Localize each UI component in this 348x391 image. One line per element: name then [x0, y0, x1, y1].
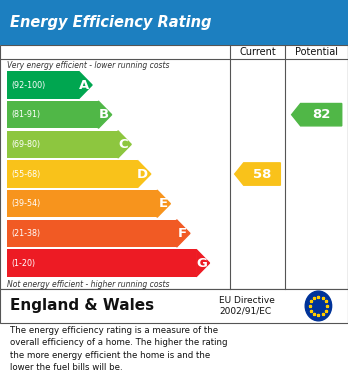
Text: A: A [79, 79, 89, 91]
Text: EU Directive
2002/91/EC: EU Directive 2002/91/EC [219, 296, 275, 316]
Polygon shape [196, 249, 209, 277]
Text: F: F [178, 227, 187, 240]
Text: (55-68): (55-68) [11, 170, 40, 179]
Text: C: C [119, 138, 128, 151]
Polygon shape [118, 131, 131, 158]
Text: D: D [137, 167, 148, 181]
Text: Not energy efficient - higher running costs: Not energy efficient - higher running co… [7, 280, 169, 289]
Text: The energy efficiency rating is a measure of the
overall efficiency of a home. T: The energy efficiency rating is a measur… [10, 326, 228, 372]
Text: (92-100): (92-100) [11, 81, 45, 90]
Text: (81-91): (81-91) [11, 110, 40, 119]
Text: 82: 82 [312, 108, 330, 121]
Text: (21-38): (21-38) [11, 229, 40, 238]
FancyBboxPatch shape [7, 131, 118, 158]
Polygon shape [292, 104, 342, 126]
Text: 58: 58 [253, 167, 271, 181]
Text: Energy Efficiency Rating: Energy Efficiency Rating [10, 15, 212, 30]
Polygon shape [235, 163, 280, 185]
Text: (69-80): (69-80) [11, 140, 40, 149]
FancyBboxPatch shape [0, 45, 348, 289]
FancyBboxPatch shape [7, 249, 196, 277]
Text: (1-20): (1-20) [11, 258, 35, 267]
Circle shape [305, 291, 332, 321]
Text: (39-54): (39-54) [11, 199, 40, 208]
FancyBboxPatch shape [7, 101, 98, 128]
FancyBboxPatch shape [0, 289, 348, 323]
Polygon shape [157, 190, 171, 217]
FancyBboxPatch shape [7, 160, 137, 188]
Text: Potential: Potential [295, 47, 338, 57]
Text: B: B [99, 108, 109, 121]
Polygon shape [98, 101, 112, 128]
FancyBboxPatch shape [0, 0, 348, 45]
Text: G: G [196, 256, 207, 269]
FancyBboxPatch shape [7, 220, 177, 247]
Polygon shape [137, 160, 151, 188]
Text: Current: Current [239, 47, 276, 57]
FancyBboxPatch shape [7, 190, 157, 217]
Polygon shape [177, 220, 190, 247]
Text: Very energy efficient - lower running costs: Very energy efficient - lower running co… [7, 61, 169, 70]
FancyBboxPatch shape [7, 71, 79, 99]
Text: E: E [158, 197, 168, 210]
Text: England & Wales: England & Wales [10, 298, 155, 314]
Polygon shape [79, 71, 92, 99]
